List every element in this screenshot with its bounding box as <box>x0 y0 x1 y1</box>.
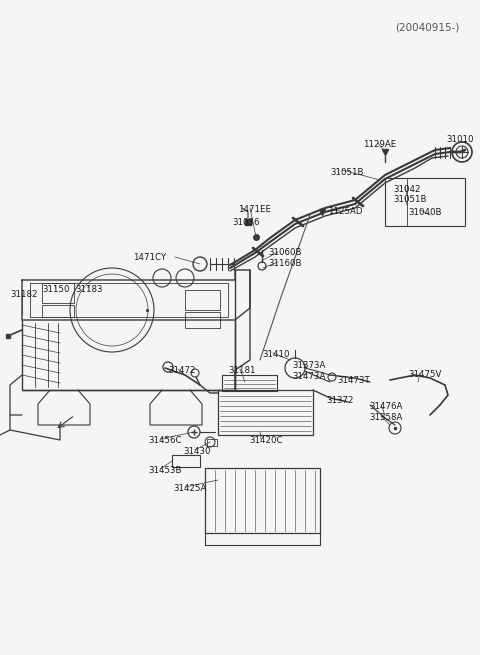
Text: 31181: 31181 <box>228 366 255 375</box>
Text: 1471EE: 1471EE <box>238 205 271 214</box>
Bar <box>42 283 74 303</box>
Text: 31373A: 31373A <box>292 361 325 370</box>
Text: 1129AE: 1129AE <box>363 140 396 149</box>
Text: 31182: 31182 <box>10 290 37 299</box>
Circle shape <box>191 369 199 377</box>
Text: 31150: 31150 <box>42 285 70 294</box>
Text: 31036: 31036 <box>232 218 260 227</box>
Text: 31420C: 31420C <box>249 436 283 445</box>
Text: 31473T: 31473T <box>337 376 370 385</box>
Text: 31372: 31372 <box>326 396 353 405</box>
Text: 31473A: 31473A <box>292 372 325 381</box>
Text: 31042: 31042 <box>393 185 420 194</box>
Text: 31183: 31183 <box>75 285 103 294</box>
Text: 31410: 31410 <box>262 350 289 359</box>
Text: 31453B: 31453B <box>148 466 181 475</box>
Text: 31456C: 31456C <box>148 436 181 445</box>
Bar <box>185 290 220 310</box>
Text: 31358A: 31358A <box>369 413 402 422</box>
Text: 31060B: 31060B <box>268 248 301 257</box>
Bar <box>385 178 465 226</box>
Text: 1471CY: 1471CY <box>133 253 166 262</box>
Text: 31476A: 31476A <box>369 402 402 411</box>
Bar <box>185 312 220 328</box>
Bar <box>218 390 313 435</box>
Bar <box>222 375 277 391</box>
Bar <box>205 468 320 533</box>
Text: 31160B: 31160B <box>268 259 301 268</box>
Text: (20040915-): (20040915-) <box>396 22 460 32</box>
Text: 31430: 31430 <box>183 447 211 456</box>
Bar <box>207 439 217 446</box>
Text: 31040B: 31040B <box>408 208 442 217</box>
Text: 31051B: 31051B <box>330 168 363 177</box>
Bar <box>172 455 200 467</box>
Text: 31475V: 31475V <box>408 370 442 379</box>
Bar <box>42 305 74 317</box>
Text: 31425A: 31425A <box>173 484 206 493</box>
Text: 31472: 31472 <box>168 366 195 375</box>
Text: 31051B: 31051B <box>393 195 427 204</box>
Text: 1125AD: 1125AD <box>328 207 362 216</box>
Text: 31010: 31010 <box>446 135 473 144</box>
